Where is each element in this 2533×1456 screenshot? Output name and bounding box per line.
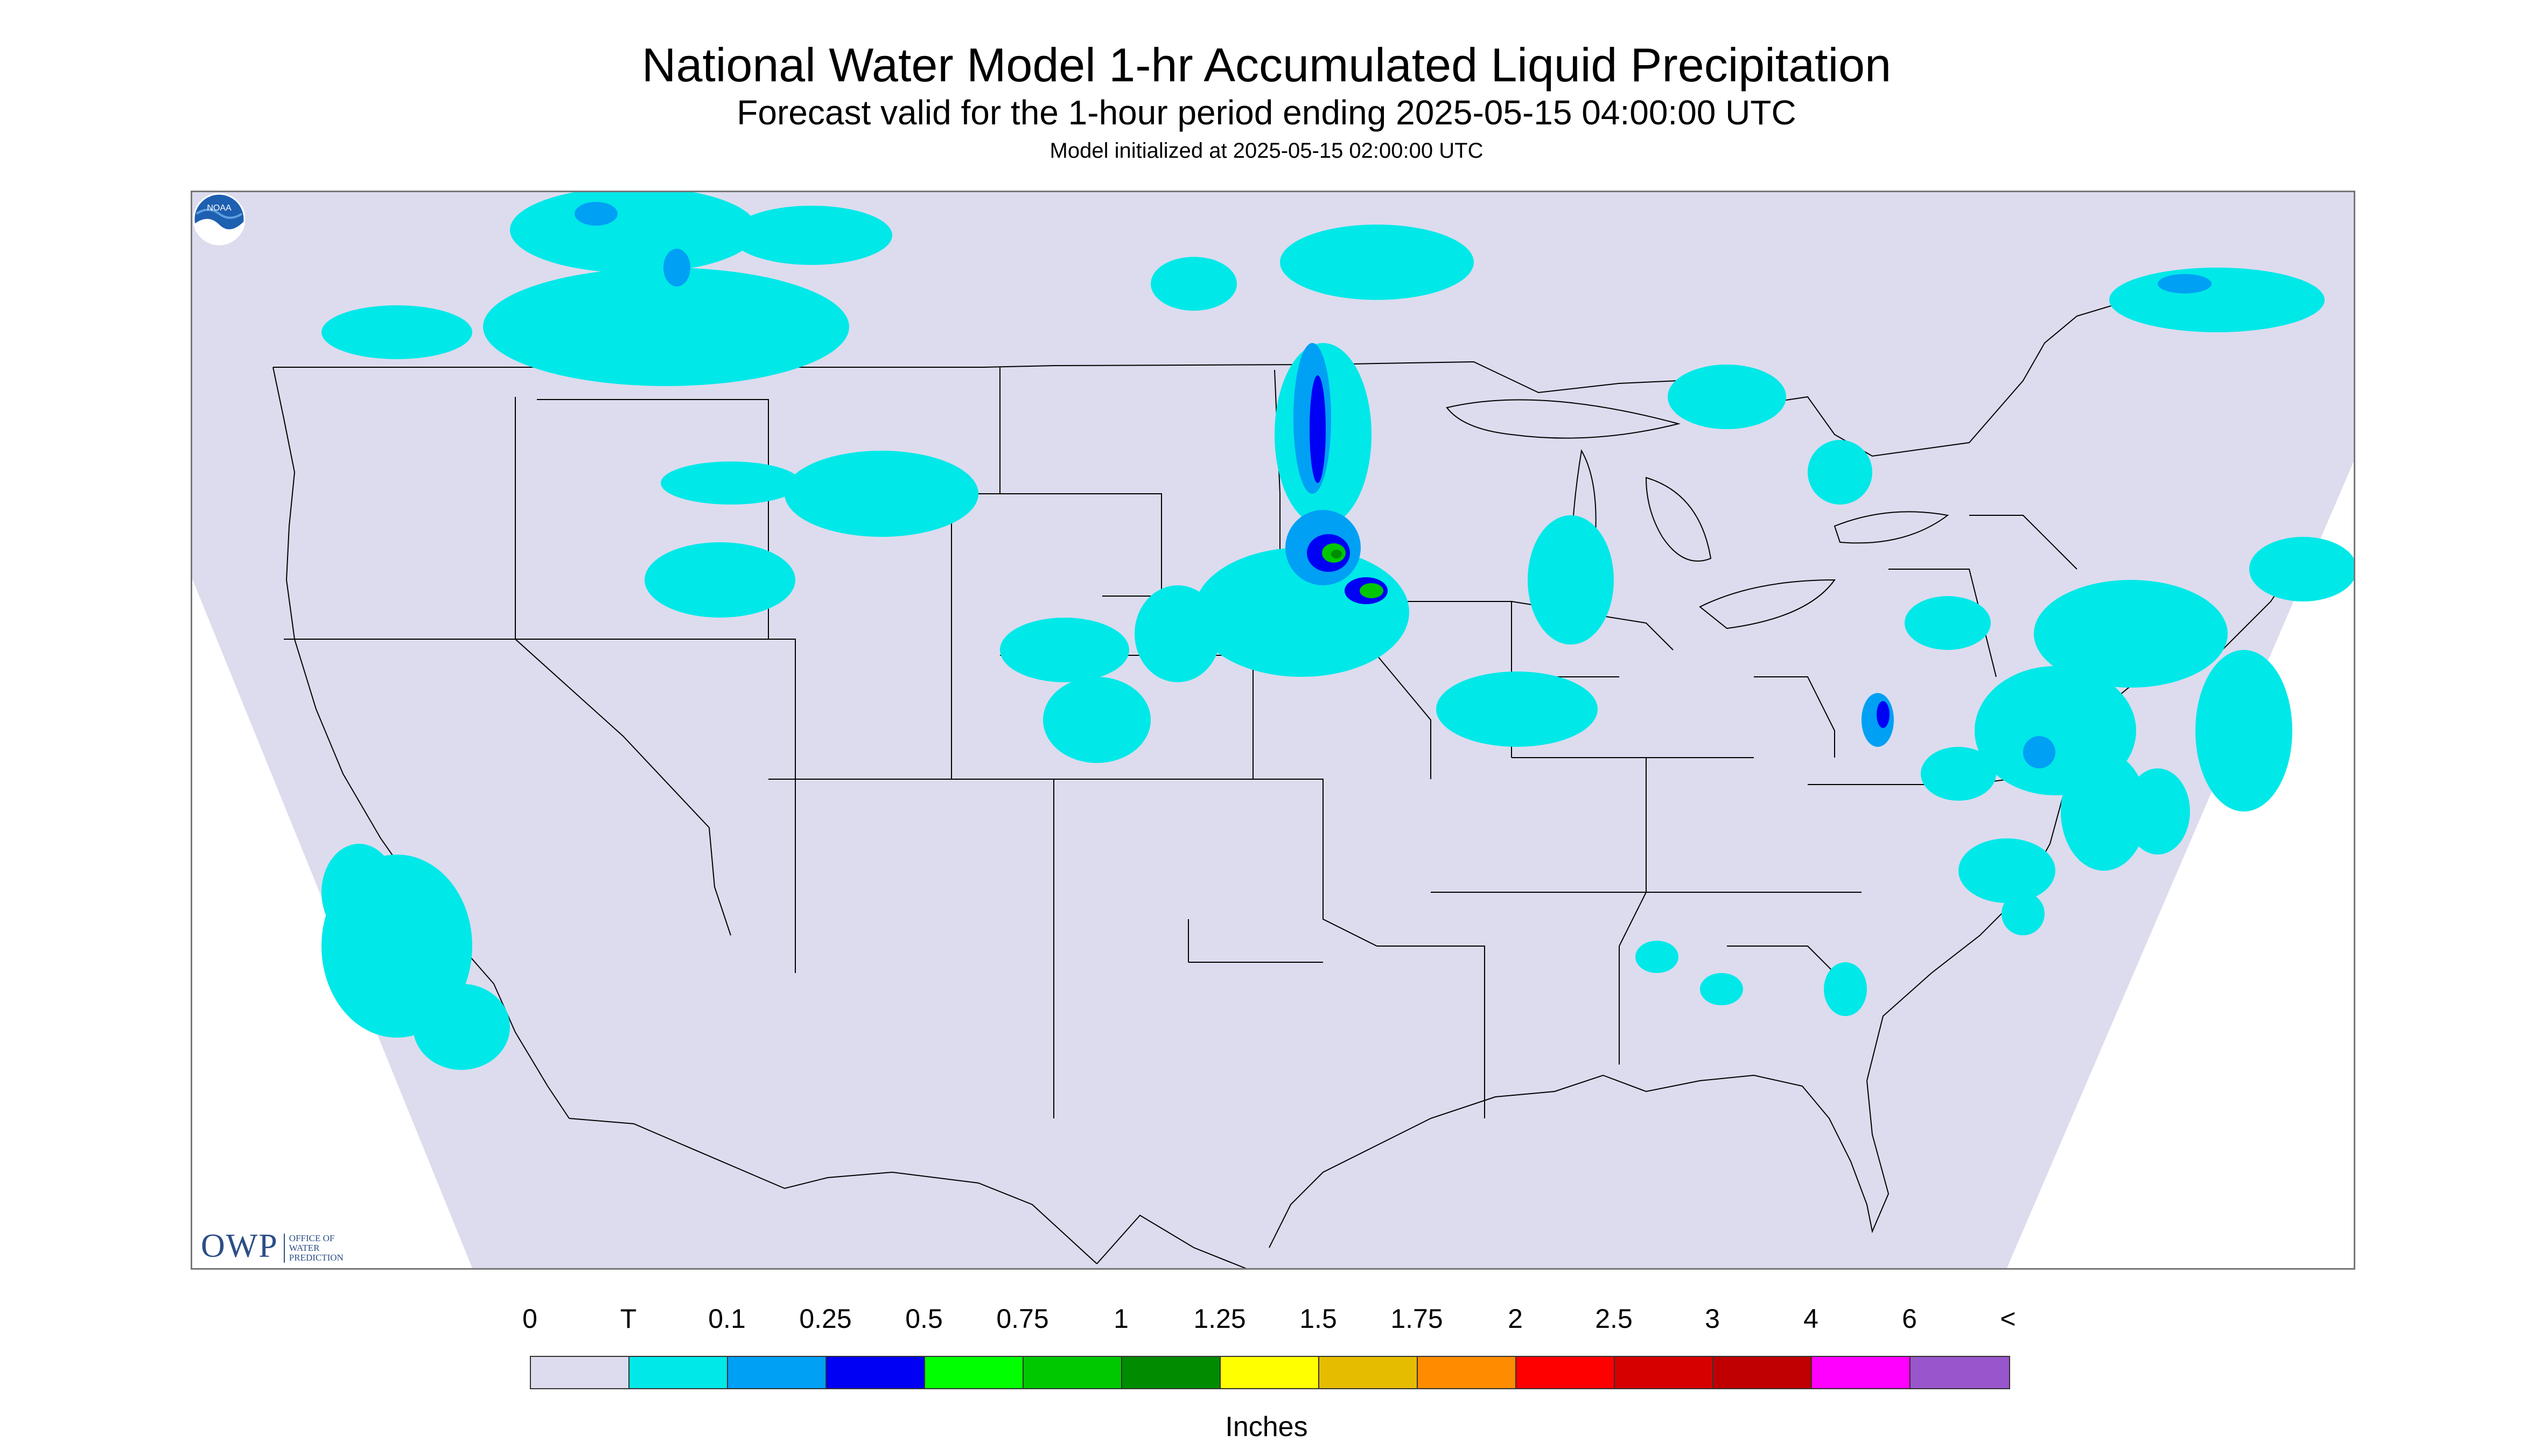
legend-label: 2.5: [1595, 1304, 1633, 1334]
legend-label: 1.75: [1390, 1304, 1443, 1334]
map-title: National Water Model 1-hr Accumulated Li…: [641, 38, 1892, 92]
legend-swatch: [629, 1357, 728, 1388]
legend-swatch: [827, 1357, 925, 1388]
legend-label: 1.5: [1299, 1304, 1337, 1334]
legend-swatch: [1024, 1357, 1122, 1388]
precipitation-areas: [321, 192, 2354, 1070]
legend-units: Inches: [1225, 1411, 1308, 1443]
legend-label: 0.25: [799, 1304, 852, 1334]
map-subtitle: Forecast valid for the 1-hour period end…: [737, 93, 1796, 132]
legend-swatch: [1418, 1357, 1516, 1388]
owp-logo: OWP OFFICE OF WATER PREDICTION: [201, 1229, 344, 1263]
legend-swatch: [925, 1357, 1024, 1388]
legend-label: 3: [1705, 1304, 1720, 1334]
noaa-logo: NOAA: [193, 193, 246, 246]
great-lakes: [1446, 399, 1949, 629]
gulf-coast: [1269, 1074, 1890, 1248]
legend-swatch: [1319, 1357, 1418, 1388]
us-mexico-border: [569, 1118, 1247, 1268]
owp-logo-text: OWP: [201, 1228, 278, 1264]
legend-swatch: [1911, 1357, 2009, 1388]
legend-label: T: [620, 1304, 637, 1334]
legend-label: 0.5: [905, 1304, 943, 1334]
model-init-text: Model initialized at 2025-05-15 02:00:00…: [1049, 139, 1484, 163]
legend-label: 4: [1803, 1304, 1818, 1334]
legend-label: 0.75: [996, 1304, 1049, 1334]
legend-label: 0.1: [708, 1304, 746, 1334]
legend-label: 6: [1902, 1304, 1917, 1334]
legend-label: 1: [1114, 1304, 1129, 1334]
legend-labels: 0 T 0.1 0.25 0.5 0.75 1 1.25 1.5 1.75 2 2.5 3 4 6 <: [0, 1303, 2533, 1335]
legend-swatch: [531, 1357, 629, 1388]
legend-swatch: [1221, 1357, 1319, 1388]
owp-logo-subtext: OFFICE OF WATER PREDICTION: [283, 1234, 344, 1263]
legend-label: <: [2000, 1304, 2016, 1334]
legend-swatch: [1615, 1357, 1713, 1388]
map-svg: [192, 192, 2354, 1268]
legend-label: 1.25: [1193, 1304, 1246, 1334]
legend-swatch: [1516, 1357, 1615, 1388]
legend-swatch: [1713, 1357, 1812, 1388]
legend-label: 2: [1508, 1304, 1523, 1334]
precipitation-map[interactable]: OWP OFFICE OF WATER PREDICTION NOAA: [191, 191, 2355, 1270]
legend-swatch: [1122, 1357, 1221, 1388]
legend-colorbar: [530, 1356, 2010, 1389]
legend-swatch: [1812, 1357, 1911, 1388]
noaa-logo-text: NOAA: [207, 204, 232, 213]
legend-label: 0: [522, 1304, 537, 1334]
legend-swatch: [728, 1357, 827, 1388]
